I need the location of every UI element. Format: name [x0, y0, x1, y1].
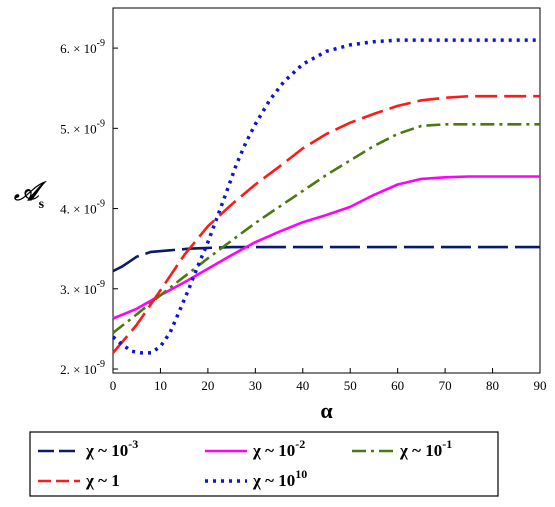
legend-label-2: χ ~ 10-1 [399, 437, 452, 460]
x-tick-label-3: 30 [249, 378, 262, 393]
legend-label-3: χ ~ 1 [85, 471, 120, 490]
x-axis-label: α [320, 398, 333, 423]
x-tick-label-0: 0 [110, 378, 117, 393]
legend-label-4: χ ~ 1010 [252, 467, 307, 490]
plot-frame [112, 7, 541, 374]
x-tick-label-7: 70 [439, 378, 452, 393]
series-line-1 [112, 175, 540, 320]
y-tick-label-2: 4. × 10-9 [60, 199, 105, 217]
series-line-0 [112, 245, 540, 273]
y-tick-label-3: 5. × 10-9 [60, 118, 105, 136]
series-line-3 [112, 94, 540, 354]
y-tick-label-4: 6. × 10-9 [60, 38, 105, 56]
series-line-2 [112, 123, 540, 334]
x-tick-label-9: 90 [534, 378, 547, 393]
y-tick-label-0: 2. × 10-9 [60, 359, 105, 377]
x-tick-label-2: 20 [201, 378, 214, 393]
legend-label-1: χ ~ 10-2 [252, 437, 305, 460]
y-axis-label: 𝒜s [13, 177, 48, 212]
x-tick-label-4: 40 [296, 378, 309, 393]
x-axis: 0 10 20 30 40 50 60 70 80 90 α [110, 368, 547, 423]
x-tick-label-1: 10 [154, 378, 167, 393]
plot-area [111, 7, 541, 374]
x-tick-label-6: 60 [391, 378, 404, 393]
legend-label-0: χ ~ 10-3 [85, 437, 138, 460]
y-axis: 2. × 10-9 3. × 10-9 4. × 10-9 5. × 10-9 6. ×… [13, 38, 118, 377]
x-tick-label-5: 50 [344, 378, 357, 393]
x-tick-label-8: 80 [486, 378, 499, 393]
legend-box [29, 431, 499, 497]
y-tick-label-1: 3. × 10-9 [60, 279, 105, 297]
legend: χ ~ 10-3 χ ~ 10-2 χ ~ 10-1 χ ~ 1 χ ~ 1010 [29, 431, 499, 497]
series-line-4 [111, 38, 540, 355]
